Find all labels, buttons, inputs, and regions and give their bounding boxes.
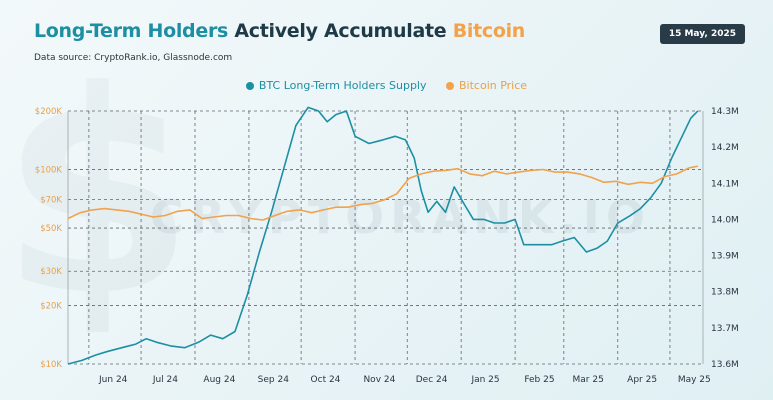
x-tick-label: Oct 24	[311, 375, 341, 385]
y-left-tick-label: $10K	[40, 360, 62, 370]
x-tick-label: Jun 24	[98, 375, 128, 385]
legend-dot-icon	[446, 81, 454, 90]
x-tick-label: Jul 24	[152, 375, 178, 385]
x-tick-label: May 25	[678, 375, 711, 385]
legend-label-bitcoin-price: Bitcoin Price	[459, 79, 528, 92]
legend-dot-icon	[245, 81, 254, 90]
data-source-label: Data source: CryptoRank.io, Glassnode.co…	[34, 53, 233, 63]
y-left-tick-label: $100K	[35, 166, 63, 176]
y-right-tick-label: 14.1M	[711, 179, 739, 189]
legend-label-ltb-supply: BTC Long-Term Holders Supply	[258, 79, 427, 92]
y-right-tick-label: 14.0M	[711, 215, 739, 225]
y-right-tick-label: 13.9M	[711, 252, 739, 262]
x-tick-label: Sep 24	[258, 375, 290, 385]
series-line-ltb-supply	[67, 106, 699, 365]
title-part-middle: Actively Accumulate	[228, 20, 453, 42]
x-tick-label: Mar 25	[573, 375, 604, 385]
watermark-dollar-icon: $	[0, 55, 195, 335]
y-right-tick-label: 13.8M	[711, 288, 739, 298]
legend-item-bitcoin-price[interactable]: Bitcoin Price	[446, 79, 527, 92]
x-tick-label: Jan 25	[470, 375, 499, 385]
legend-item-ltb-supply[interactable]: BTC Long-Term Holders Supply	[245, 79, 427, 92]
series-line-bitcoin-price	[67, 165, 698, 221]
chart-title: Long-Term Holders Actively Accumulate Bi…	[34, 20, 525, 42]
title-part-ltb: Long-Term Holders	[34, 20, 229, 42]
x-tick-label: Feb 25	[524, 375, 554, 385]
chart-legend: BTC Long-Term Holders Supply Bitcoin Pri…	[0, 79, 773, 93]
date-badge: 15 May, 2025	[659, 24, 745, 44]
title-part-bitcoin: Bitcoin	[452, 20, 526, 42]
x-tick-label: Apr 25	[627, 375, 657, 385]
x-tick-label: Dec 24	[416, 375, 448, 385]
y-right-tick-label: 13.7M	[711, 324, 739, 334]
y-left-tick-label: $50K	[40, 224, 62, 234]
y-left-tick-label: $70K	[40, 196, 62, 206]
y-right-tick-label: 13.6M	[711, 360, 739, 370]
y-right-tick-label: 14.2M	[711, 143, 739, 153]
x-tick-label: Nov 24	[363, 375, 395, 385]
x-tick-label: Aug 24	[203, 375, 235, 385]
watermark-logo-text: CRYPTORANK.IO	[150, 190, 652, 244]
y-left-tick-label: $30K	[40, 267, 62, 277]
y-right-tick-label: 14.3M	[711, 107, 739, 117]
y-left-tick-label: $20K	[40, 301, 62, 311]
y-left-tick-label: $200K	[35, 107, 63, 117]
